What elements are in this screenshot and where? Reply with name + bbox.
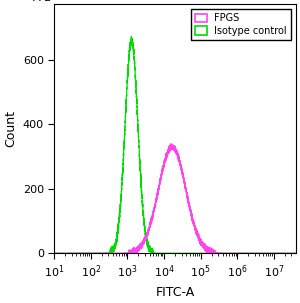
Isotype control — [161, 251, 164, 255]
FPGS — [161, 168, 164, 171]
Text: 772: 772 — [30, 0, 51, 3]
Isotype control — [111, 247, 115, 250]
Isotype control — [292, 251, 296, 255]
Isotype control — [144, 232, 147, 236]
FPGS — [52, 251, 56, 255]
FPGS — [111, 251, 115, 255]
Isotype control — [110, 251, 113, 255]
Isotype control — [130, 35, 133, 38]
FPGS — [144, 235, 147, 239]
Legend: FPGS, Isotype control: FPGS, Isotype control — [191, 9, 291, 40]
FPGS — [128, 251, 131, 255]
Isotype control — [294, 251, 298, 255]
FPGS — [109, 251, 112, 255]
FPGS — [292, 251, 296, 255]
FPGS — [110, 251, 113, 255]
Isotype control — [108, 251, 112, 255]
Line: FPGS: FPGS — [54, 144, 296, 253]
X-axis label: FITC-A: FITC-A — [155, 286, 195, 299]
FPGS — [294, 251, 298, 255]
Isotype control — [52, 251, 56, 255]
Isotype control — [109, 251, 112, 255]
Line: Isotype control: Isotype control — [54, 36, 296, 253]
FPGS — [170, 142, 173, 146]
Y-axis label: Count: Count — [4, 110, 17, 147]
